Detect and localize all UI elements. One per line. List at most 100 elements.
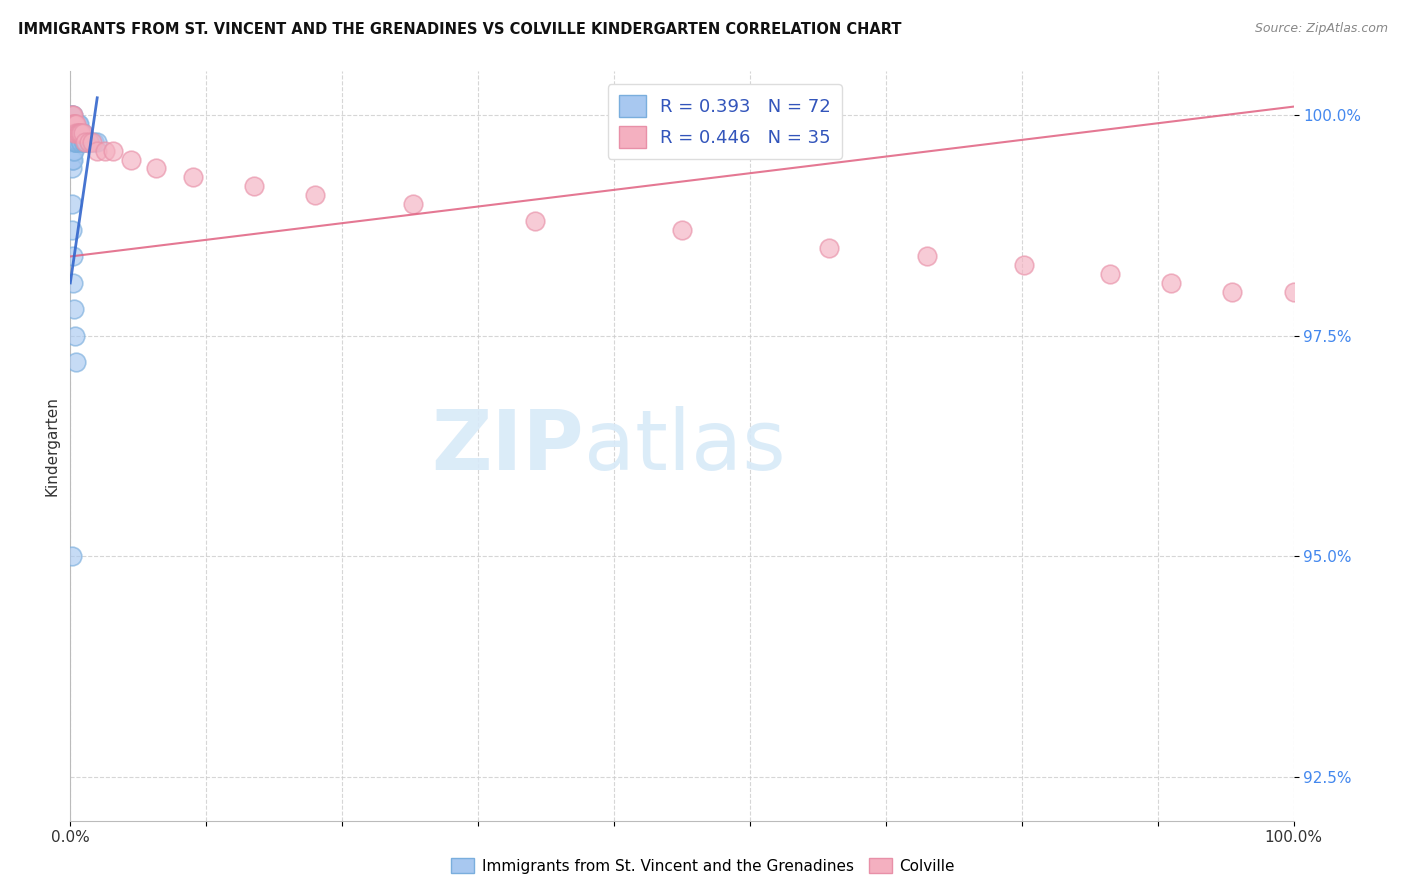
Point bbox=[60, 117, 83, 131]
Point bbox=[63, 126, 86, 140]
Point bbox=[63, 117, 86, 131]
Point bbox=[60, 126, 83, 140]
Point bbox=[145, 161, 167, 176]
Point bbox=[70, 126, 93, 140]
Point bbox=[60, 144, 83, 158]
Point bbox=[59, 108, 82, 122]
Point bbox=[60, 126, 83, 140]
Point bbox=[70, 126, 93, 140]
Point bbox=[66, 135, 89, 149]
Point bbox=[62, 153, 84, 167]
Point bbox=[62, 276, 84, 290]
Point bbox=[65, 117, 87, 131]
Point bbox=[402, 196, 425, 211]
Point bbox=[1160, 276, 1182, 290]
Point bbox=[63, 117, 86, 131]
Point bbox=[67, 117, 90, 131]
Point bbox=[62, 126, 84, 140]
Point bbox=[60, 144, 83, 158]
Point bbox=[65, 126, 87, 140]
Point bbox=[121, 153, 143, 167]
Point bbox=[60, 117, 83, 131]
Legend: Immigrants from St. Vincent and the Grenadines, Colville: Immigrants from St. Vincent and the Gren… bbox=[444, 852, 962, 880]
Point bbox=[86, 144, 108, 158]
Point bbox=[60, 153, 83, 167]
Point bbox=[62, 135, 84, 149]
Point bbox=[60, 161, 83, 176]
Point bbox=[70, 135, 93, 149]
Point bbox=[63, 144, 86, 158]
Point bbox=[60, 126, 83, 140]
Point bbox=[69, 126, 91, 140]
Point bbox=[62, 117, 84, 131]
Point bbox=[671, 223, 693, 237]
Point bbox=[63, 135, 86, 149]
Point bbox=[63, 302, 86, 317]
Point bbox=[62, 108, 84, 122]
Text: IMMIGRANTS FROM ST. VINCENT AND THE GRENADINES VS COLVILLE KINDERGARTEN CORRELAT: IMMIGRANTS FROM ST. VINCENT AND THE GREN… bbox=[18, 22, 901, 37]
Point bbox=[63, 117, 86, 131]
Point bbox=[60, 117, 83, 131]
Point bbox=[63, 135, 86, 149]
Point bbox=[83, 135, 105, 149]
Point bbox=[82, 135, 104, 149]
Point bbox=[60, 108, 83, 122]
Point bbox=[1014, 258, 1036, 272]
Point bbox=[524, 214, 547, 228]
Point bbox=[181, 170, 204, 185]
Point bbox=[60, 117, 83, 131]
Point bbox=[62, 117, 84, 131]
Point bbox=[817, 241, 839, 255]
Point bbox=[60, 135, 83, 149]
Text: atlas: atlas bbox=[583, 406, 786, 486]
Point bbox=[60, 126, 83, 140]
Y-axis label: Kindergarten: Kindergarten bbox=[44, 396, 59, 496]
Point bbox=[60, 135, 83, 149]
Point bbox=[60, 126, 83, 140]
Point bbox=[69, 126, 91, 140]
Point bbox=[60, 196, 83, 211]
Point bbox=[243, 178, 266, 193]
Point bbox=[73, 135, 96, 149]
Text: ZIP: ZIP bbox=[432, 406, 583, 486]
Point bbox=[66, 126, 89, 140]
Point bbox=[80, 135, 103, 149]
Point bbox=[304, 187, 326, 202]
Point bbox=[63, 117, 86, 131]
Point bbox=[63, 328, 86, 343]
Point bbox=[62, 135, 84, 149]
Point bbox=[93, 144, 115, 158]
Point bbox=[62, 144, 84, 158]
Point bbox=[63, 135, 86, 149]
Point bbox=[63, 117, 86, 131]
Point bbox=[65, 117, 87, 131]
Point bbox=[66, 117, 89, 131]
Point bbox=[60, 223, 83, 237]
Point bbox=[73, 135, 96, 149]
Point bbox=[60, 549, 83, 564]
Point bbox=[1099, 267, 1122, 281]
Point bbox=[77, 135, 100, 149]
Point bbox=[72, 135, 94, 149]
Point bbox=[75, 135, 97, 149]
Point bbox=[86, 135, 108, 149]
Point bbox=[60, 153, 83, 167]
Point bbox=[77, 135, 100, 149]
Text: Source: ZipAtlas.com: Source: ZipAtlas.com bbox=[1254, 22, 1388, 36]
Point bbox=[60, 135, 83, 149]
Point bbox=[62, 108, 84, 122]
Point bbox=[65, 355, 87, 369]
Point bbox=[1220, 285, 1243, 299]
Point bbox=[62, 117, 84, 131]
Point bbox=[63, 126, 86, 140]
Point bbox=[60, 108, 83, 122]
Point bbox=[63, 126, 86, 140]
Point bbox=[65, 126, 87, 140]
Point bbox=[60, 144, 83, 158]
Point bbox=[72, 126, 94, 140]
Point bbox=[67, 126, 90, 140]
Point bbox=[62, 144, 84, 158]
Point bbox=[60, 117, 83, 131]
Point bbox=[63, 135, 86, 149]
Point bbox=[63, 126, 86, 140]
